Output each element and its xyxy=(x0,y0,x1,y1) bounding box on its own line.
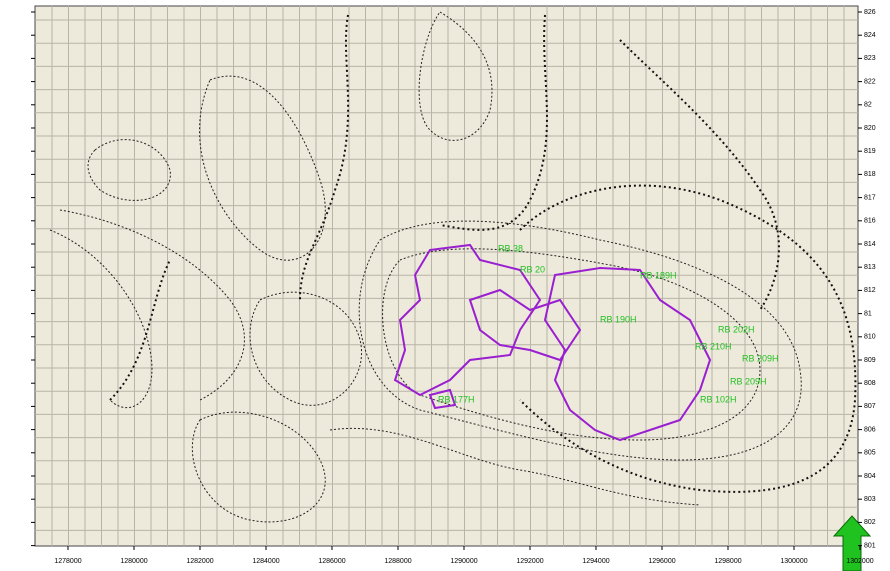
x-axis-label: 1278000 xyxy=(54,558,81,565)
x-axis-label: 1292000 xyxy=(516,558,543,565)
well-label: RB 210H xyxy=(695,341,732,351)
y-axis-label: 804 xyxy=(864,473,876,480)
y-axis-label: 810 xyxy=(864,334,876,341)
well-label: RB 38 xyxy=(498,243,523,253)
well-label: RB 209H xyxy=(742,353,779,363)
well-label: RB 202H xyxy=(718,324,755,334)
y-axis-label: 803 xyxy=(864,496,876,503)
x-axis-label: 1286000 xyxy=(318,558,345,565)
y-axis-label: 824 xyxy=(864,32,876,39)
x-axis-label: 1284000 xyxy=(252,558,279,565)
x-axis-label: 1296000 xyxy=(648,558,675,565)
y-axis-label: 818 xyxy=(864,171,876,178)
x-axis-label: 1282000 xyxy=(186,558,213,565)
y-axis-label: 806 xyxy=(864,426,876,433)
well-label: RB 189H xyxy=(640,270,677,280)
y-axis-label: 809 xyxy=(864,357,876,364)
y-axis-label: 82 xyxy=(864,102,872,109)
y-axis-label: 820 xyxy=(864,125,876,132)
y-axis-label: 81 xyxy=(864,310,872,317)
y-axis-label: 813 xyxy=(864,264,876,271)
y-axis-label: 819 xyxy=(864,148,876,155)
y-axis-label: 802 xyxy=(864,519,876,526)
x-axis-label: 1290000 xyxy=(450,558,477,565)
x-axis-label: 1288000 xyxy=(384,558,411,565)
y-axis-label: 823 xyxy=(864,55,876,62)
y-axis-label: 826 xyxy=(864,9,876,16)
y-axis-label: 812 xyxy=(864,287,876,294)
x-axis-label: 1294000 xyxy=(582,558,609,565)
x-axis-label: 1280000 xyxy=(120,558,147,565)
y-axis-label: 817 xyxy=(864,194,876,201)
x-axis-label: 1300000 xyxy=(780,558,807,565)
well-label: RB 190H xyxy=(600,314,637,324)
map-frame xyxy=(35,6,858,546)
y-axis-label: 814 xyxy=(864,241,876,248)
y-axis-label: 816 xyxy=(864,218,876,225)
y-axis-label: 805 xyxy=(864,450,876,457)
map-view: RB 38 RB 189H RB 202H RB 210H RB 209H RB… xyxy=(0,0,890,571)
well-label: RB 209H xyxy=(730,376,767,386)
well-label: RB 102H xyxy=(700,394,737,404)
y-axis-label: 807 xyxy=(864,403,876,410)
y-axis-label: 808 xyxy=(864,380,876,387)
y-axis-label: 801 xyxy=(864,542,876,549)
x-axis-label: 1302000 xyxy=(846,558,873,565)
well-label: RB 177H xyxy=(438,394,475,404)
y-axis-label: 822 xyxy=(864,78,876,85)
well-label: RB 20 xyxy=(520,264,545,274)
x-axis-label: 1298000 xyxy=(714,558,741,565)
